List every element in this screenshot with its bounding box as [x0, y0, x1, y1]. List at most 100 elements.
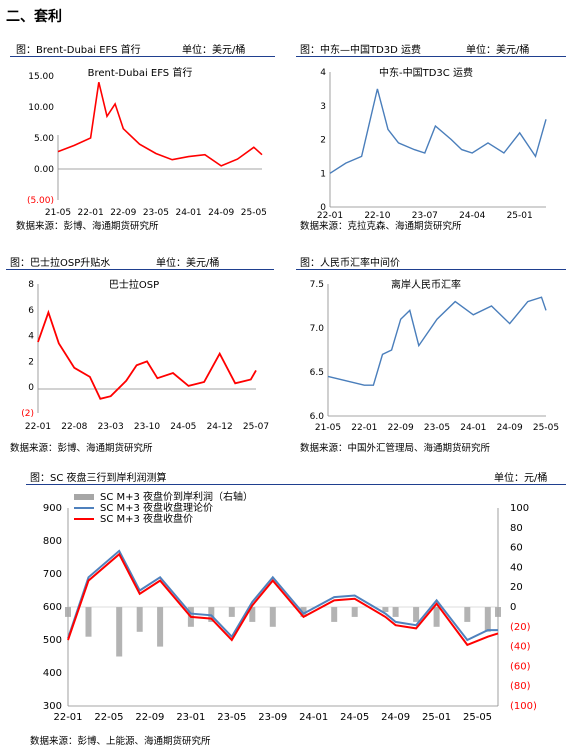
- rmb-x-tick: 21-05: [315, 423, 341, 433]
- osp-y-tick: 2: [28, 357, 34, 367]
- efs-series-line: [57, 82, 263, 167]
- sc-right-tick: (60): [510, 661, 531, 672]
- efs-x-tick: 22-09: [110, 208, 136, 218]
- sc-profit-bar: [382, 607, 389, 612]
- osp-x-tick: 22-01: [25, 422, 51, 432]
- sc-right-tick: 80: [510, 523, 523, 534]
- efs-y-tick: 10.00: [28, 103, 54, 113]
- osp-y-tick: 4: [28, 332, 34, 342]
- efs-y-tick: (5.00): [27, 196, 54, 206]
- sc-profit-bar: [269, 607, 276, 627]
- section-title: 二、套利: [6, 9, 62, 25]
- efs-x-tick: 22-01: [78, 208, 104, 218]
- rmb-series-line: [327, 296, 547, 386]
- efs-x-tick: 25-05: [241, 208, 267, 218]
- sc-x-tick: 24-01: [299, 712, 328, 723]
- sc-close-line: [67, 552, 499, 647]
- osp-x-tick: 24-05: [170, 422, 196, 432]
- chart-sc: 900 800 700 600 500 400 300 100 80 60 40 20 0 (20) (40…: [43, 490, 537, 723]
- efs-y-tick: 0.00: [34, 165, 54, 175]
- sc-left-tick: 900: [43, 503, 62, 514]
- td3c-x-tick: 25-01: [507, 211, 533, 218]
- sc-profit-bar: [351, 607, 358, 617]
- fig4-label: 图：人民币汇率中间价: [300, 258, 400, 269]
- rmb-title: 离岸人民币汇率: [391, 278, 461, 291]
- sc-right-tick: 0: [510, 602, 516, 613]
- osp-x-tick: 25-07: [243, 422, 269, 432]
- rmb-y-tick: 7.0: [310, 324, 325, 334]
- osp-x-tick: 23-10: [134, 422, 160, 432]
- td3c-y-tick: 3: [320, 102, 326, 112]
- sc-profit-bar: [300, 607, 307, 617]
- td3c-title: 中东-中国TD3C 运费: [379, 66, 473, 79]
- sc-x-tick: 22-05: [94, 712, 123, 723]
- sc-x-tick: 23-01: [176, 712, 205, 723]
- rmb-x-tick: 24-01: [460, 423, 486, 433]
- sc-left-tick: 600: [43, 602, 62, 613]
- rmb-x-tick: 22-01: [351, 423, 377, 433]
- sc-right-tick: (20): [510, 622, 531, 633]
- sc-legend-label: SC M+3 夜盘收盘理论价: [100, 501, 213, 514]
- rmb-y-tick: 6.0: [310, 412, 325, 422]
- td3c-y-tick: 2: [320, 136, 326, 146]
- osp-y-tick: 0: [28, 383, 34, 393]
- sc-right-tick: (80): [510, 681, 531, 692]
- osp-title: 巴士拉OSP: [109, 278, 159, 291]
- chart-td3c: 中东-中国TD3C 运费 4 3 2 1 022-01 22-10 23-07 24-04 25…: [317, 66, 547, 218]
- sc-profit-bar: [484, 607, 491, 632]
- sc-right-tick: (100): [510, 701, 537, 712]
- fig2-unit: 单位：美元/桶: [466, 45, 530, 56]
- sc-left-tick: 500: [43, 635, 62, 646]
- sc-legend-label: SC M+3 夜盘价到岸利润（右轴）: [100, 490, 253, 503]
- sc-profit-bar: [413, 607, 420, 622]
- sc-right-tick: 40: [510, 562, 523, 573]
- sc-left-tick: 400: [43, 668, 62, 679]
- fig5-source: 数据来源：彭博、上能源、海通期货研究所: [30, 736, 211, 747]
- sc-theoretical-line: [67, 549, 498, 642]
- td3c-y-tick: 1: [320, 169, 326, 179]
- sc-profit-bar: [392, 607, 399, 617]
- sc-profit-bar: [136, 607, 143, 632]
- sc-right-tick: 60: [510, 543, 523, 554]
- sc-profit-bar: [464, 607, 471, 622]
- td3c-x-tick: 24-04: [459, 211, 485, 218]
- osp-x-tick: 22-08: [61, 422, 87, 432]
- rmb-x-tick: 25-05: [533, 423, 559, 433]
- fig5-rule: [26, 484, 566, 485]
- fig4-source: 数据来源：中国外汇管理局、海通期货研究所: [300, 443, 491, 454]
- chart-osp: 巴士拉OSP 8 6 4 2 0 (2) 22-01 22-08 23-03 23-10 24-05…: [21, 278, 269, 432]
- rmb-x-tick: 24-09: [497, 423, 523, 433]
- fig1-unit: 单位：美元/桶: [182, 45, 246, 56]
- sc-x-tick: 22-01: [53, 712, 82, 723]
- sc-profit-bar: [157, 607, 164, 647]
- osp-x-tick: 23-03: [98, 422, 124, 432]
- fig3-rule: [6, 269, 274, 270]
- sc-left-tick: 300: [43, 701, 62, 712]
- osp-y-tick: 8: [28, 280, 34, 290]
- efs-x-tick: 24-09: [208, 208, 234, 218]
- fig2-rule: [296, 56, 566, 57]
- sc-left-tick: 700: [43, 569, 62, 580]
- osp-x-tick: 24-12: [207, 422, 233, 432]
- sc-profit-bar: [116, 607, 123, 657]
- sc-profit-bar: [495, 607, 501, 617]
- chart-efs: Brent-Dubai EFS 首行 15.00 10.00 5.00 0.00 (5.…: [27, 66, 267, 218]
- fig2-label: 图：中东—中国TD3D 运费: [300, 45, 422, 56]
- fig3-label: 图：巴士拉OSP升贴水: [10, 258, 111, 269]
- fig3-unit: 单位：美元/桶: [156, 258, 220, 269]
- sc-profit-bar: [433, 607, 440, 627]
- sc-x-tick: 23-09: [258, 712, 287, 723]
- rmb-x-tick: 22-09: [388, 423, 414, 433]
- sc-profit-bar: [249, 607, 256, 622]
- td3c-y-tick: 4: [320, 68, 326, 78]
- fig5-label: 图：SC 夜盘三行到岸利润测算: [30, 473, 167, 484]
- chart-rmb: 离岸人民币汇率 7.5 7.0 6.5 6.021-05 22-01 22-09 23-05…: [310, 278, 559, 433]
- sc-x-tick: 24-05: [340, 712, 369, 723]
- sc-profit-bar: [228, 607, 235, 617]
- sc-right-tick: (40): [510, 642, 531, 653]
- fig4-rule: [296, 269, 566, 270]
- efs-x-tick: 23-05: [143, 208, 169, 218]
- rmb-y-tick: 7.5: [310, 280, 324, 290]
- efs-y-tick: 5.00: [34, 134, 54, 144]
- efs-x-tick: 21-05: [45, 208, 71, 218]
